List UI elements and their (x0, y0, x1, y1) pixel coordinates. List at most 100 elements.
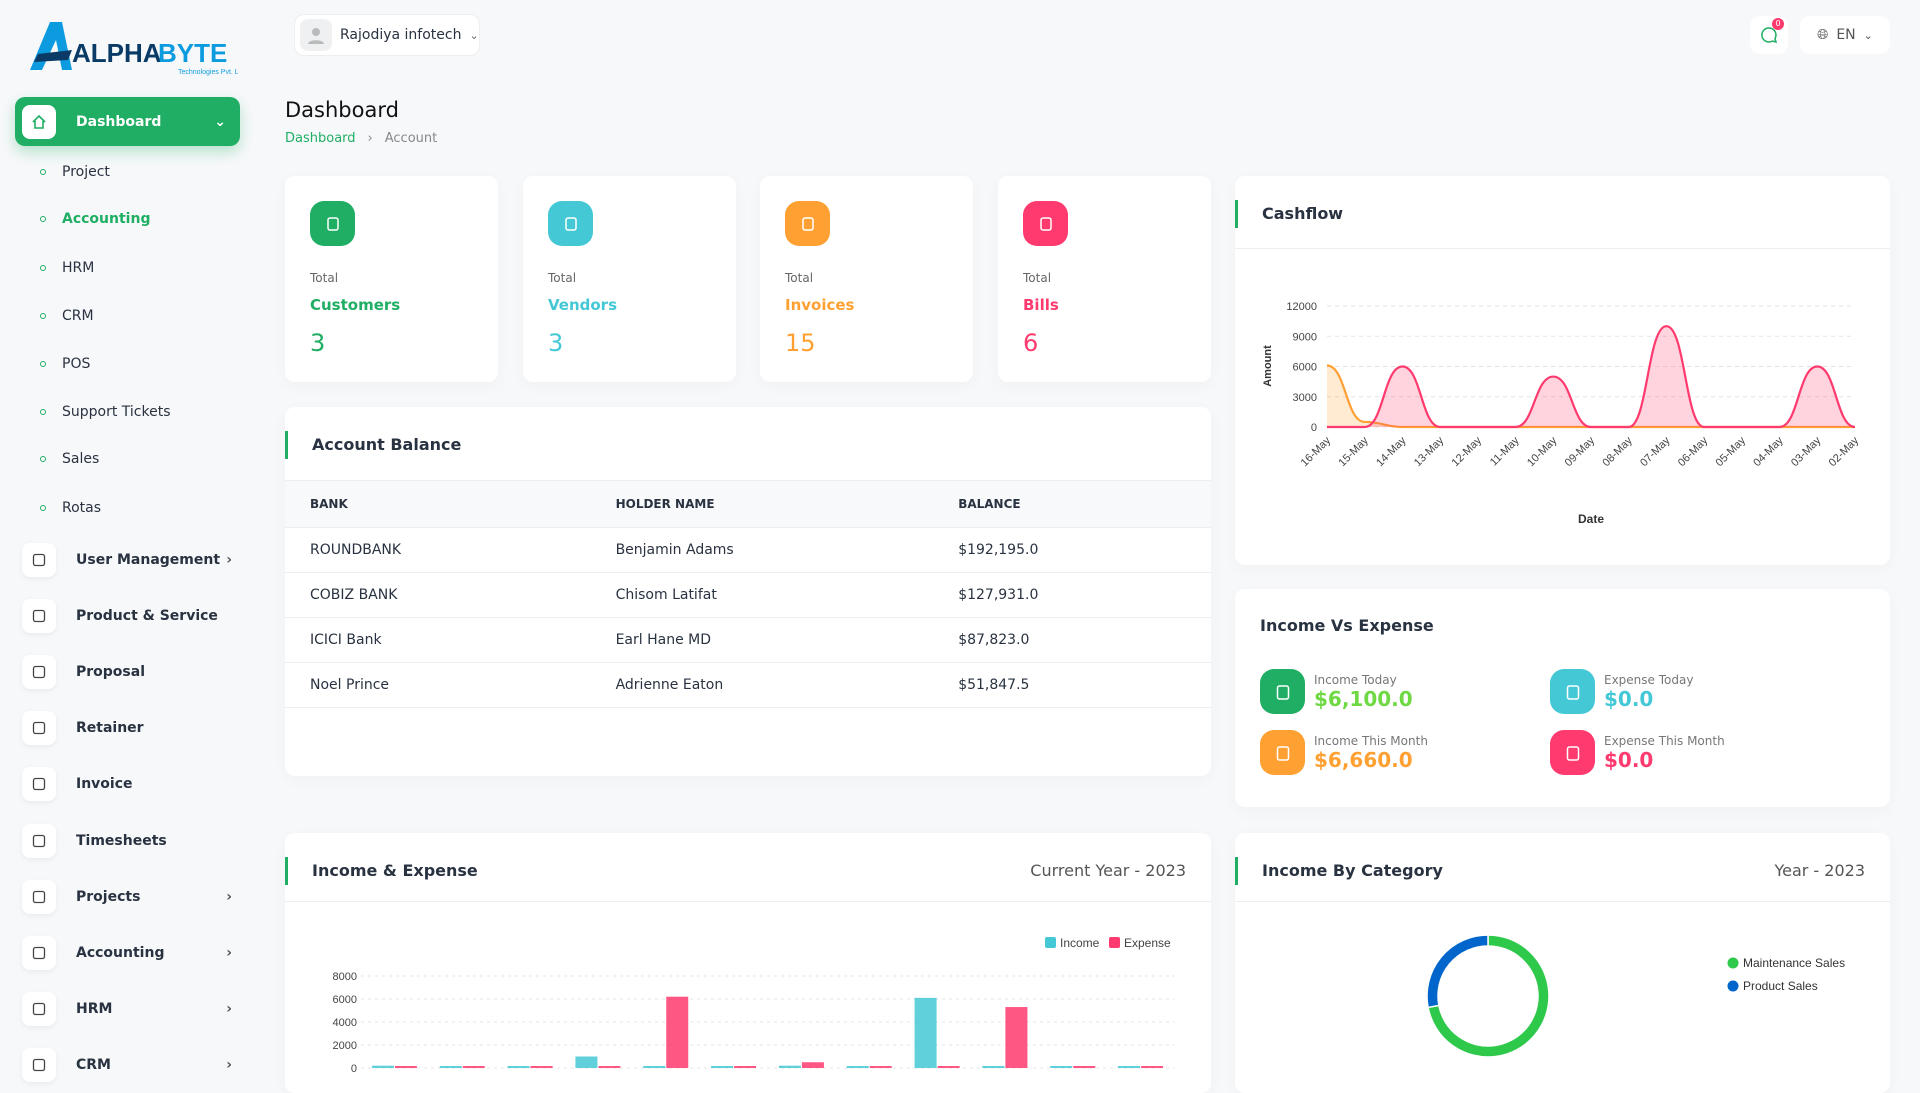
stat-name: Customers (310, 296, 401, 314)
card-title: Income By Category (1235, 857, 1443, 885)
income-expense-item: Income This Month $6,660.0 (1260, 730, 1428, 775)
series-line (1327, 325, 1856, 429)
breadcrumb: Dashboard › Account (285, 131, 437, 146)
sidebar-item[interactable]: Accounting › (22, 935, 232, 970)
card-subtitle: Year - 2023 (1774, 861, 1865, 880)
x-axis-label: Date (1578, 512, 1604, 526)
svg-text:Technologies Pvt. Ltd: Technologies Pvt. Ltd (178, 69, 238, 76)
sidebar-subitem[interactable]: HRM (40, 260, 94, 276)
sidebar-item[interactable]: HRM › (22, 991, 232, 1026)
messages-button[interactable]: 0 (1750, 16, 1788, 54)
y-tick-label: 3000 (1293, 392, 1317, 404)
y-tick-label: 6000 (333, 994, 357, 1006)
item-value: $6,660.0 (1314, 747, 1413, 772)
sidebar-item-dashboard[interactable]: Dashboard ⌄ (15, 97, 240, 146)
sidebar-item-label: Proposal (76, 664, 146, 681)
bullet-icon (40, 265, 46, 271)
table-cell: ICICI Bank (285, 617, 591, 663)
chevron-right-icon: › (226, 888, 232, 905)
income-expense-chart: 0 2000 4000 6000 8000 Income Expense (333, 936, 1175, 1075)
column-header: HOLDER NAME (590, 480, 934, 528)
sidebar-item[interactable]: Projects › (22, 879, 232, 914)
sidebar-item[interactable]: Timesheets (22, 823, 232, 858)
sidebar-item[interactable]: CRM › (22, 1047, 232, 1082)
notification-badge: 0 (1772, 18, 1784, 30)
series-area (1327, 326, 1855, 427)
sidebar-subitem[interactable]: Rotas (40, 500, 101, 516)
stat-label: Total (785, 271, 814, 285)
y-tick-label: 9000 (1293, 331, 1317, 343)
sidebar-subitem[interactable]: CRM (40, 308, 94, 324)
income-expense-item: Income Today $6,100.0 (1260, 669, 1413, 714)
bar (1005, 1007, 1028, 1068)
bar (711, 1066, 734, 1068)
grid-icon (22, 935, 56, 970)
bar (937, 1066, 960, 1068)
sidebar: ALPHA BYTE Technologies Pvt. Ltd Dashboard… (0, 0, 255, 1082)
income-by-category-card: Income By Category Year - 2023 Maintenan… (1235, 833, 1890, 1093)
sidebar-item-label: User Management (76, 552, 221, 568)
x-tick-label: 06-May (1676, 434, 1711, 469)
bar (734, 1066, 757, 1068)
invoice-icon (22, 767, 56, 802)
x-tick-label: 09-May (1563, 434, 1598, 469)
bar (1073, 1066, 1096, 1068)
sidebar-item-label: Invoice (76, 776, 133, 793)
sidebar-subitem[interactable]: Sales (40, 451, 99, 467)
x-tick-label: 12-May (1450, 434, 1485, 469)
item-label: Expense Today (1604, 672, 1694, 687)
sidebar-subitem[interactable]: Accounting (40, 211, 150, 227)
stat-card[interactable]: Total Invoices 15 (760, 176, 973, 382)
language-label: EN (1836, 27, 1856, 43)
clock-icon (22, 823, 56, 858)
sidebar-subitem[interactable]: Project (40, 164, 110, 180)
globe-icon: 🌐︎ (1817, 27, 1829, 43)
legend-swatch (1727, 980, 1739, 992)
logo[interactable]: ALPHA BYTE Technologies Pvt. Ltd (28, 20, 245, 76)
svg-text:ALPHA: ALPHA (72, 38, 162, 68)
retainer-icon (22, 711, 56, 746)
sidebar-item[interactable]: User Management › (22, 543, 232, 577)
language-selector[interactable]: 🌐︎ EN ⌄ (1800, 16, 1890, 54)
company-switcher[interactable]: Rajodiya infotech ⌄ (294, 14, 480, 56)
bar (507, 1066, 530, 1068)
sidebar-subitem[interactable]: POS (40, 356, 90, 372)
sidebar-item[interactable]: Invoice (22, 767, 232, 802)
sidebar-item[interactable]: Proposal (22, 655, 232, 690)
sidebar-item[interactable]: Product & Service (22, 599, 232, 634)
bar (462, 1066, 485, 1068)
bar (530, 1066, 553, 1068)
sidebar-subitem[interactable]: Support Tickets (40, 404, 171, 420)
chevron-right-icon: › (226, 944, 232, 961)
x-tick-label: 15-May (1336, 434, 1371, 469)
x-tick-label: 08-May (1600, 434, 1635, 469)
bar (778, 1065, 801, 1068)
legend-label: Maintenance Sales (1743, 956, 1845, 970)
stat-card[interactable]: Total Vendors 3 (523, 176, 736, 382)
stat-name: Invoices (785, 296, 855, 314)
breadcrumb-dashboard[interactable]: Dashboard (285, 131, 356, 146)
bullet-icon (40, 505, 46, 511)
note-icon (548, 201, 593, 246)
stat-card[interactable]: Total Bills 6 (998, 176, 1211, 382)
y-tick-label: 0 (1311, 422, 1317, 434)
bar (1118, 1066, 1141, 1068)
stat-value: 6 (1023, 329, 1039, 357)
sidebar-item[interactable]: Retainer (22, 711, 232, 746)
item-value: $6,100.0 (1314, 686, 1413, 711)
chevron-right-icon: › (367, 131, 373, 146)
table-cell: Adrienne Eaton (590, 662, 934, 708)
chevron-down-icon: ⌄ (469, 28, 479, 42)
card-title: Income Vs Expense (1260, 616, 1434, 635)
item-label: Income Today (1314, 672, 1397, 687)
company-name: Rajodiya infotech (340, 27, 462, 43)
item-value: $0.0 (1604, 686, 1654, 711)
legend-swatch (1727, 957, 1739, 969)
home-icon (22, 104, 56, 139)
cashflow-chart: 0 3000 6000 9000 12000 16-May 15-May 14-May 13-M… (1262, 301, 1861, 526)
income-expense-item: Expense Today $0.0 (1550, 669, 1693, 714)
stat-card[interactable]: Total Customers 3 (285, 176, 498, 382)
svg-text:BYTE: BYTE (158, 38, 227, 68)
sidebar-item-label: HRM (62, 260, 95, 276)
users-icon (22, 543, 56, 577)
